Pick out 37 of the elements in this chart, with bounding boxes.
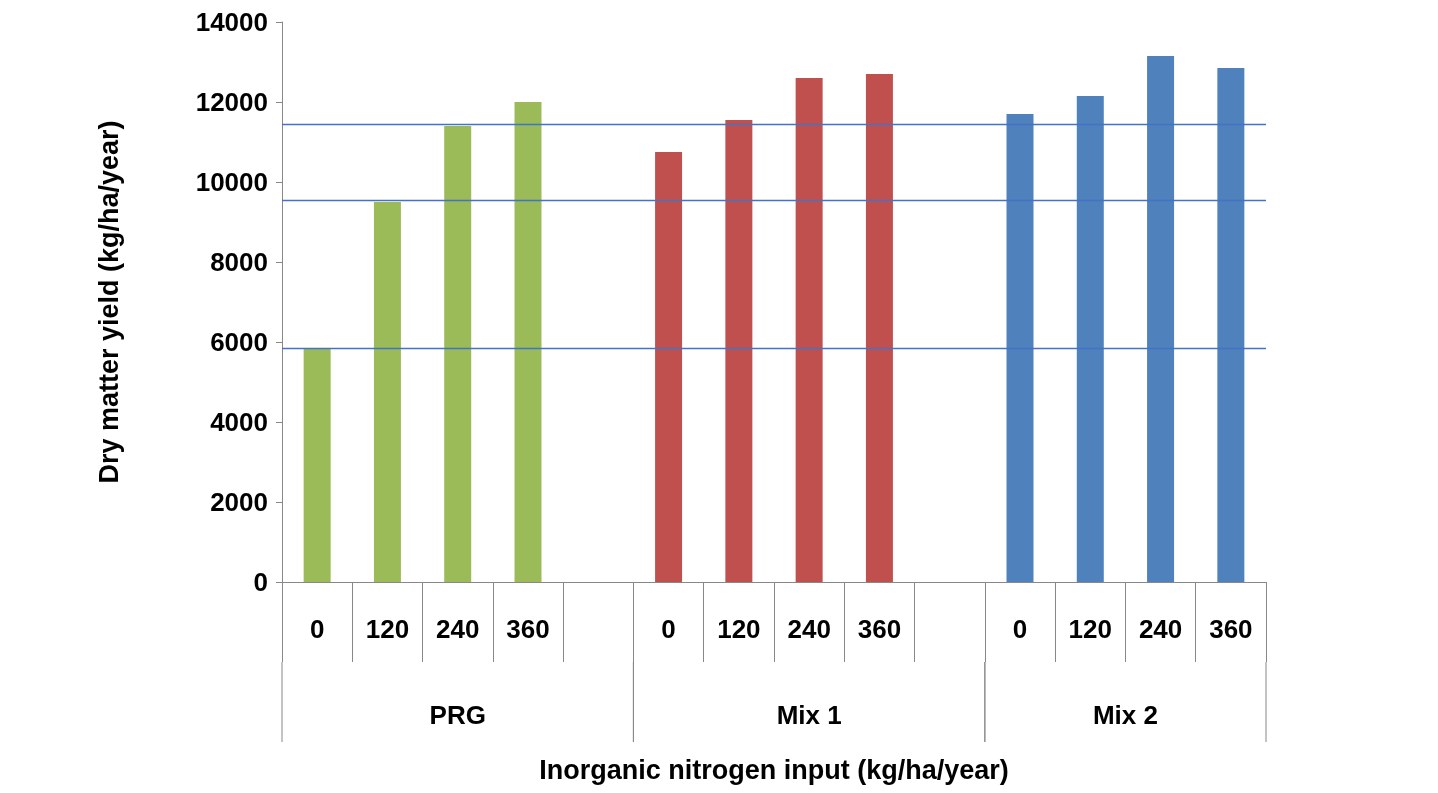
x-tick-label: 240 bbox=[436, 614, 480, 644]
y-tick-label: 6000 bbox=[210, 327, 268, 357]
bar bbox=[725, 120, 753, 582]
bar bbox=[655, 152, 683, 582]
x-tick-label: 240 bbox=[787, 614, 831, 644]
x-tick-label: 360 bbox=[857, 614, 902, 644]
x-axis-title: Inorganic nitrogen input (kg/ha/year) bbox=[539, 754, 1009, 785]
y-tick-label: 2000 bbox=[210, 487, 268, 517]
text: PRG bbox=[429, 700, 486, 730]
y-tick-label: 14000 bbox=[195, 7, 268, 37]
bar bbox=[373, 202, 401, 582]
x-tick-label: 0 bbox=[309, 614, 325, 644]
x-tick-label: 120 bbox=[365, 614, 410, 644]
bar bbox=[795, 78, 823, 582]
x-tick-label: 0 bbox=[1012, 614, 1028, 644]
x-tick-label: 120 bbox=[717, 614, 761, 644]
y-tick-label: 8000 bbox=[210, 247, 268, 277]
bar bbox=[1006, 114, 1034, 582]
bar bbox=[514, 102, 542, 582]
text: Mix 2 bbox=[1092, 700, 1158, 730]
x-tick-label: 120 bbox=[1068, 614, 1112, 644]
bar bbox=[1076, 96, 1104, 582]
bar bbox=[865, 74, 893, 582]
bar bbox=[303, 348, 331, 582]
bar bbox=[444, 126, 472, 582]
y-tick-label: 10000 bbox=[195, 167, 268, 197]
x-tick-label: 360 bbox=[1209, 614, 1253, 644]
y-tick-label: 12000 bbox=[195, 87, 268, 117]
x-tick-label: 0 bbox=[661, 614, 676, 644]
text: Mix 1 bbox=[776, 700, 842, 730]
bar bbox=[1147, 56, 1175, 582]
y-axis-title: Dry matter yield (kg/ha/year) bbox=[93, 120, 124, 484]
y-tick-label: 4000 bbox=[210, 407, 268, 437]
y-tick-label: 0 bbox=[253, 567, 268, 597]
x-tick-label: 240 bbox=[1138, 614, 1183, 644]
x-tick-label: 360 bbox=[506, 614, 550, 644]
bar bbox=[1217, 68, 1245, 582]
